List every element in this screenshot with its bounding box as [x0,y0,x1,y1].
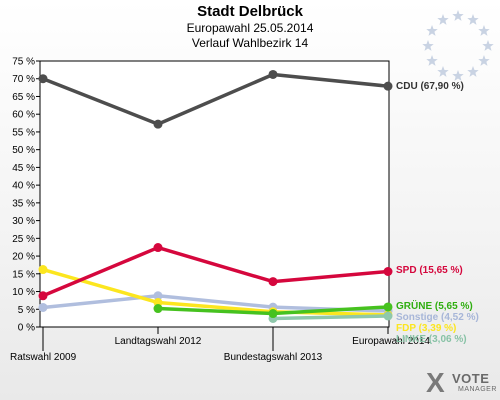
data-point [268,309,278,319]
y-tick-label: 5 % [18,305,35,316]
eu-star [478,25,490,36]
series-label-spd: SPD (15,65 %) [396,265,463,276]
y-tick-label: 45 % [12,163,35,174]
y-tick-label: 20 % [12,252,35,263]
eu-star [482,40,494,51]
x-tick-label: Europawahl 2014 [352,336,430,347]
eu-star [478,55,490,66]
vote-logo-mark: X [426,367,445,398]
votemanager-logo: X VOTE MANAGER [420,368,498,398]
y-tick-label: 25 % [12,234,35,245]
data-point [153,291,163,301]
data-point [153,119,163,129]
series-labels: Sonstige (4,52 %)FDP (3,39 %)LINKE (3,06… [396,81,479,345]
eu-star [437,65,449,77]
data-point [268,277,278,287]
data-point [268,69,278,79]
series-cdu [38,69,393,129]
series-label-gr-ne: GRÜNE (5,65 %) [396,299,473,312]
series-label-sonstige: Sonstige (4,52 %) [396,312,479,323]
series-line [271,314,390,321]
eu-star [452,10,464,21]
eu-star [467,65,479,77]
chart-subtitle: Europawahl 25.05.2014 [186,21,314,35]
data-point [383,266,393,276]
data-point [38,74,48,84]
data-point [153,304,163,314]
y-tick-label: 50 % [12,145,35,156]
y-tick-label: 55 % [12,127,35,138]
eu-star [452,70,464,81]
eu-stars-icon [422,10,494,81]
series-label-fdp: FDP (3,39 %) [396,323,456,334]
y-tick-label: 40 % [12,181,35,192]
data-point [383,302,393,312]
series-line [41,267,390,317]
data-point [38,291,48,301]
series-line [41,72,390,126]
eu-star [467,14,479,25]
data-point [38,265,48,275]
data-point [38,302,48,312]
series-lines [38,69,393,323]
chart-titles: Stadt Delbrück Europawahl 25.05.2014 Ver… [0,2,500,51]
series-spd [38,243,393,301]
series-label-cdu: CDU (67,90 %) [396,81,464,92]
plot-area [39,60,390,328]
eu-star [422,40,434,51]
eu-star [426,55,438,66]
data-point [383,311,393,321]
y-tick-label: 0 % [18,323,35,334]
y-axis: 0 % 5 % 10 % 15 % 20 % 25 % 30 % 35 % 40 % 45 % 50… [12,57,40,334]
x-tick-label: Landtagswahl 2012 [115,336,202,347]
y-tick-label: 15 % [12,269,35,280]
series-line [41,245,390,298]
chart-subtitle-2: Verlauf Wahlbezirk 14 [191,36,309,50]
data-point [153,243,163,253]
data-point [383,81,393,91]
y-tick-label: 75 % [12,57,35,68]
eu-star [426,25,438,36]
x-axis: Ratswahl 2009 Landtagswahl 2012 Bundestags… [10,327,430,363]
eu-star [437,14,449,25]
series-label-linke: LINKE (3,06 %) [396,334,467,345]
y-tick-label: 70 % [12,74,35,85]
x-tick-label: Bundestagswahl 2013 [224,352,323,363]
y-tick-label: 10 % [12,287,35,298]
chart-title: Stadt Delbrück [197,3,303,20]
y-tick-label: 30 % [12,216,35,227]
y-tick-label: 60 % [12,110,35,121]
vote-logo-text: VOTE [452,371,490,386]
series-gr-ne [153,302,393,319]
y-tick-label: 35 % [12,198,35,209]
vote-logo-subtext: MANAGER [458,386,497,393]
x-tick-label: Ratswahl 2009 [10,352,77,363]
y-tick-label: 65 % [12,92,35,103]
